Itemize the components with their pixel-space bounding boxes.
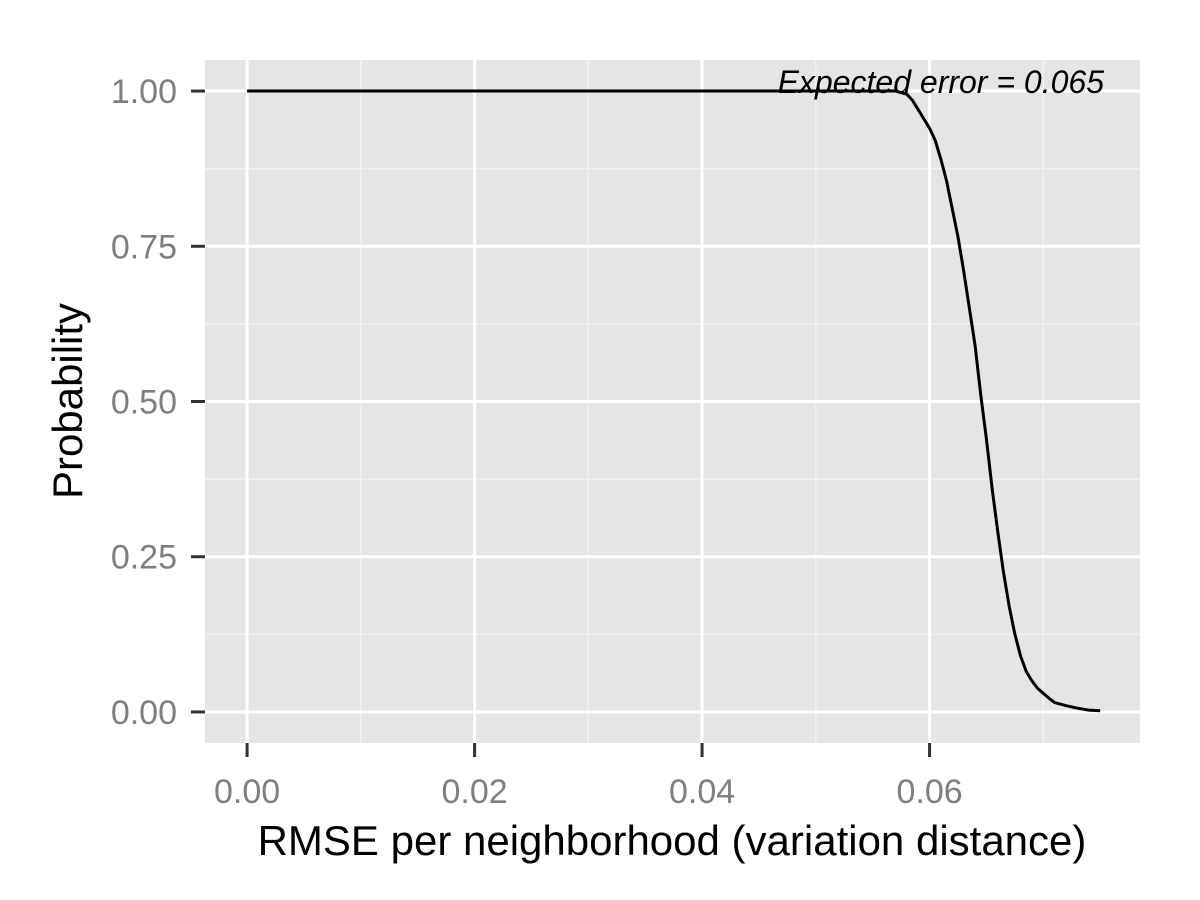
y-tick-labels: 0.00 0.25 0.50 0.75 1.00 xyxy=(111,73,177,732)
x-axis-title: RMSE per neighborhood (variation distanc… xyxy=(258,817,1087,864)
axis-ticks xyxy=(191,89,932,757)
x-tick-label: 0.02 xyxy=(441,773,507,811)
major-gridlines xyxy=(205,60,1140,743)
x-tick-label: 0.04 xyxy=(669,773,735,811)
expected-error-annotation: Expected error = 0.065 xyxy=(778,64,1105,100)
series-line xyxy=(247,89,1101,713)
y-tick-label: 1.00 xyxy=(111,73,177,111)
x-tick-labels: 0.00 0.02 0.04 0.06 xyxy=(214,773,963,811)
x-tick-label: 0.00 xyxy=(214,773,280,811)
x-tick-label: 0.06 xyxy=(896,773,962,811)
y-tick-label: 0.00 xyxy=(111,694,177,732)
y-axis-title: Probability xyxy=(44,303,91,499)
y-tick-label: 0.75 xyxy=(111,228,177,266)
y-tick-label: 0.50 xyxy=(111,384,177,422)
y-tick-label: 0.25 xyxy=(111,539,177,577)
